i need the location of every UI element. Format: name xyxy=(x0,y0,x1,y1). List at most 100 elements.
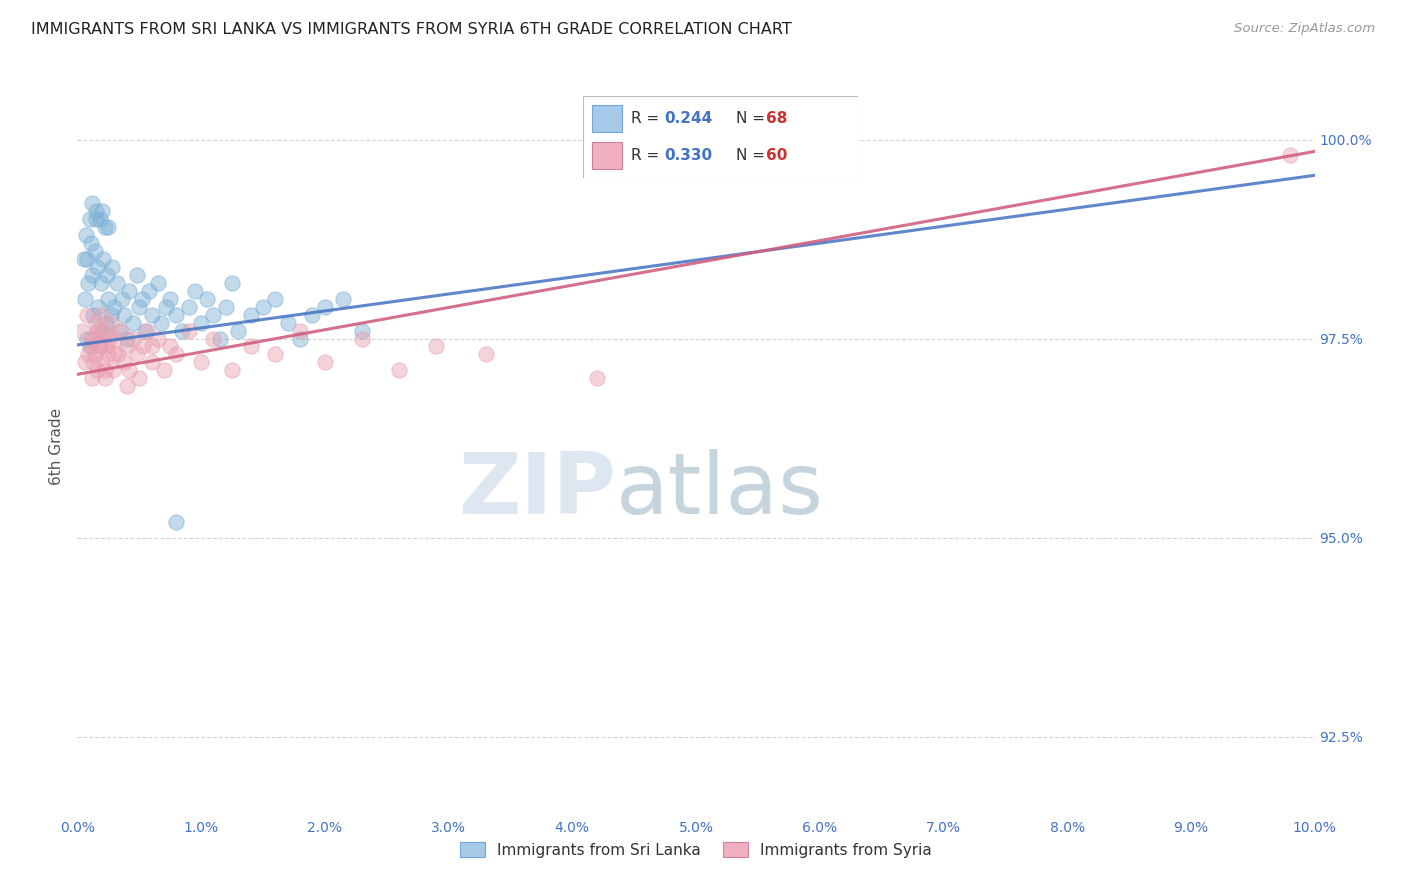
Point xyxy=(118,363,141,377)
Point xyxy=(115,339,138,353)
Point xyxy=(76,252,98,266)
Point xyxy=(134,324,156,338)
Text: 68: 68 xyxy=(766,111,787,126)
Point xyxy=(388,363,411,377)
Text: atlas: atlas xyxy=(616,449,824,532)
Point xyxy=(112,355,135,369)
Text: Source: ZipAtlas.com: Source: ZipAtlas.com xyxy=(1234,22,1375,36)
FancyBboxPatch shape xyxy=(583,96,858,178)
Point xyxy=(103,300,125,314)
Point xyxy=(115,332,138,346)
Point xyxy=(141,308,163,322)
Point xyxy=(131,292,153,306)
FancyBboxPatch shape xyxy=(592,105,621,132)
Point xyxy=(474,347,496,361)
Point xyxy=(150,316,173,330)
Point xyxy=(76,308,98,322)
Point xyxy=(146,276,169,290)
Point xyxy=(135,324,157,338)
Point xyxy=(172,324,194,338)
Point xyxy=(146,332,169,346)
Point xyxy=(80,332,103,346)
Point xyxy=(301,308,323,322)
Point xyxy=(165,347,187,361)
Point xyxy=(82,332,104,346)
Point xyxy=(101,260,124,274)
Point xyxy=(94,316,117,330)
Point xyxy=(77,347,100,361)
Point xyxy=(105,276,128,290)
Point xyxy=(108,324,131,338)
Point xyxy=(89,212,111,227)
Point xyxy=(73,292,96,306)
Text: 0.244: 0.244 xyxy=(665,111,713,126)
Point xyxy=(90,308,112,322)
Point xyxy=(93,371,115,385)
Point xyxy=(84,204,107,219)
Point xyxy=(91,252,114,266)
Point xyxy=(332,292,354,306)
Point xyxy=(177,324,200,338)
Point xyxy=(111,292,134,306)
Point xyxy=(89,339,111,353)
Point xyxy=(82,196,104,211)
Point xyxy=(97,292,120,306)
Y-axis label: 6th Grade: 6th Grade xyxy=(49,408,65,484)
Point xyxy=(84,212,107,227)
Point xyxy=(90,276,112,290)
Point xyxy=(221,276,243,290)
Point xyxy=(110,324,132,338)
Point xyxy=(314,300,336,314)
Point xyxy=(82,268,104,282)
Point xyxy=(264,347,287,361)
Point xyxy=(76,332,98,346)
Point xyxy=(288,332,311,346)
Point xyxy=(82,308,104,322)
Point xyxy=(277,316,299,330)
Point xyxy=(118,284,141,298)
Point xyxy=(73,355,96,369)
Point xyxy=(165,515,187,529)
Point xyxy=(79,339,101,353)
Point xyxy=(104,332,127,346)
Point xyxy=(100,308,122,322)
Point xyxy=(93,363,115,377)
Point xyxy=(72,324,94,338)
Point xyxy=(177,300,200,314)
Point xyxy=(97,220,120,235)
Point xyxy=(350,324,373,338)
Point xyxy=(77,276,100,290)
Point xyxy=(141,355,163,369)
Point xyxy=(94,339,117,353)
Point xyxy=(159,292,181,306)
Point xyxy=(79,339,101,353)
Point xyxy=(87,300,110,314)
Point xyxy=(98,332,121,346)
Point xyxy=(215,300,238,314)
Point xyxy=(125,268,148,282)
Point xyxy=(138,284,160,298)
Point xyxy=(288,324,311,338)
Point xyxy=(165,308,187,322)
Point xyxy=(1278,148,1301,162)
Point xyxy=(93,220,115,235)
Point xyxy=(103,363,125,377)
Point xyxy=(75,227,97,242)
Point xyxy=(86,363,108,377)
Point xyxy=(89,339,111,353)
Point xyxy=(82,355,104,369)
Point xyxy=(190,316,212,330)
Point xyxy=(226,324,249,338)
Point xyxy=(125,347,148,361)
Point xyxy=(122,316,145,330)
Point xyxy=(586,371,609,385)
Point xyxy=(87,324,110,338)
Point xyxy=(86,260,108,274)
Point xyxy=(96,268,118,282)
Point xyxy=(107,347,129,361)
Point xyxy=(141,339,163,353)
Point xyxy=(122,332,145,346)
Text: 60: 60 xyxy=(766,148,787,163)
Point xyxy=(195,292,218,306)
Point xyxy=(314,355,336,369)
